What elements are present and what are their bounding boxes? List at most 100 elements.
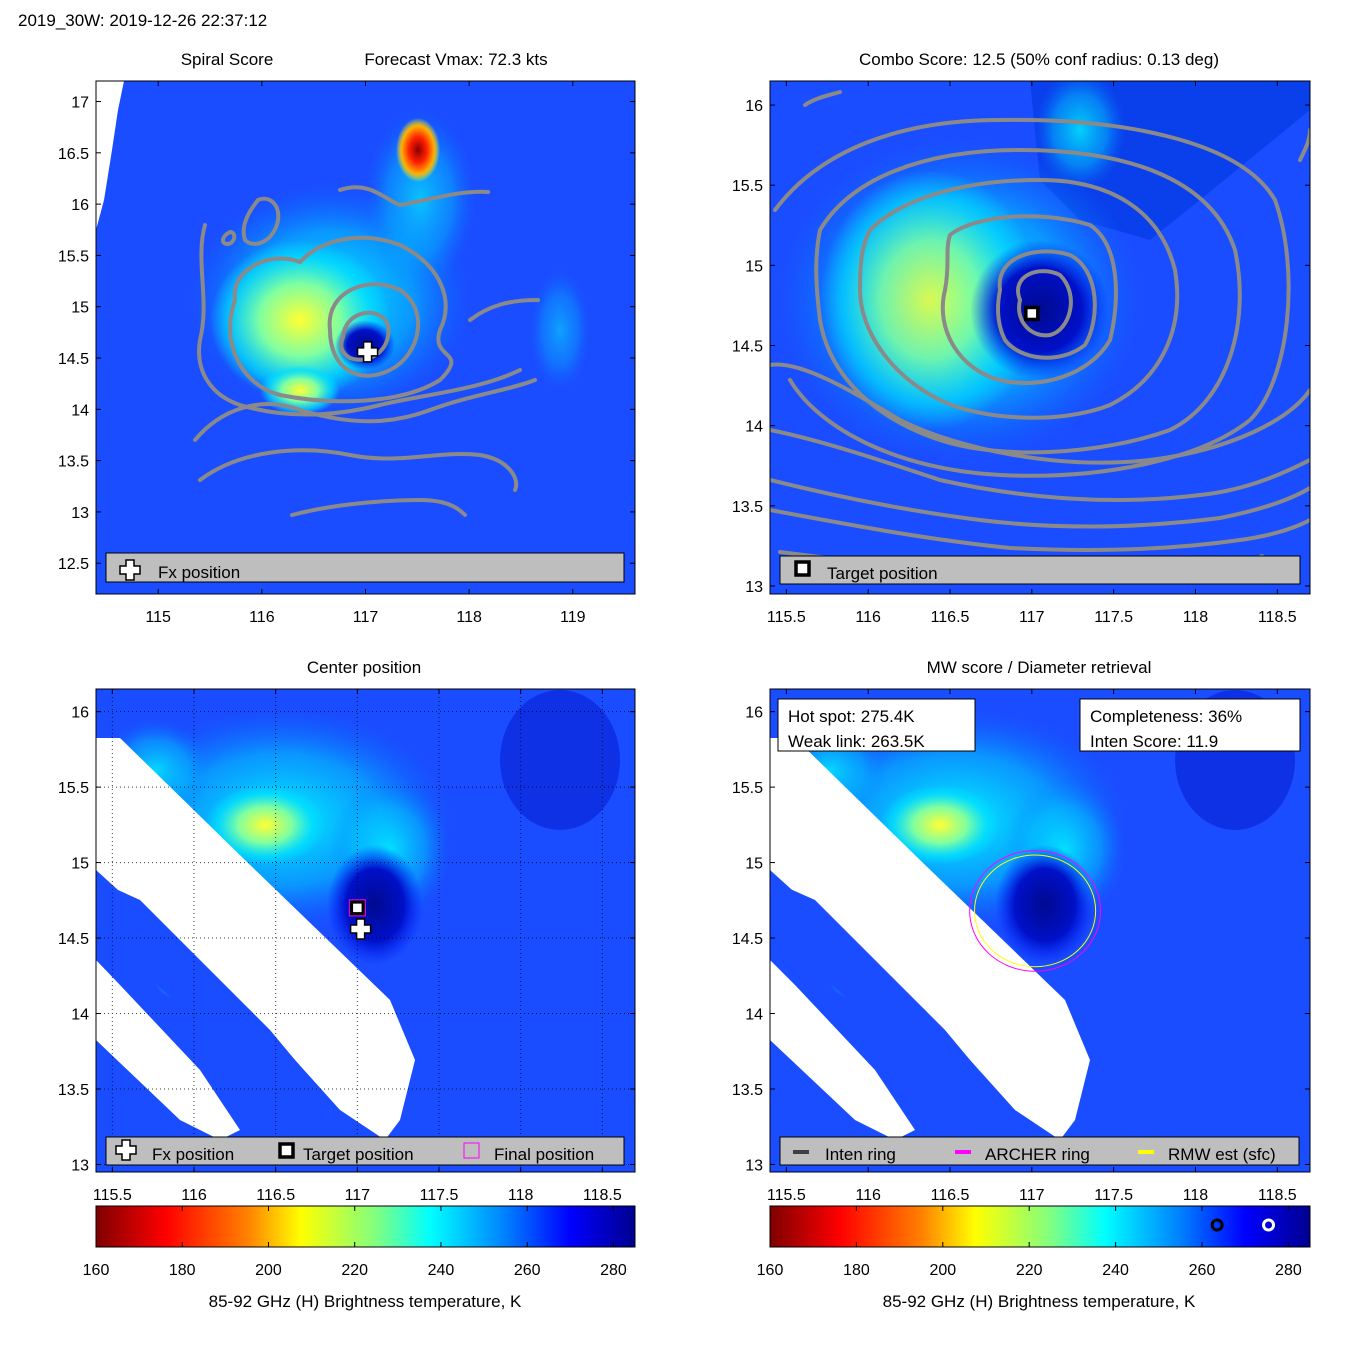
weak-link-text: Weak link: 263.5K (788, 732, 925, 751)
center-legend-fx: Fx position (152, 1145, 234, 1164)
x-tick-label: 116 (249, 609, 275, 626)
y-tick-label: 14 (71, 1007, 89, 1024)
mw-axes: 115.5 116 116.5 117 117.5 118 118.5 13 13.5 14 14.… (732, 689, 1310, 1204)
colorbar-tick-label: 220 (341, 1262, 368, 1279)
colorbar-left: 160 180 200 220 240 260 280 85-92 GHz (H) Brig… (83, 1205, 636, 1311)
inten-score-text: Inten Score: 11.9 (1090, 732, 1218, 751)
hot-spot-marker (1262, 1218, 1276, 1232)
x-tick-label: 118 (508, 1187, 534, 1204)
y-tick-label: 15 (745, 258, 763, 275)
x-tick-label: 116 (181, 1187, 207, 1204)
spiral-axes: 115 116 117 118 119 12.5 13 13.5 14 14.5 15 15.5 16 1… (58, 81, 635, 626)
y-tick-label: 13 (745, 579, 763, 596)
colorbar-right-markers (1210, 1218, 1276, 1232)
colorbar-tick-label: 240 (428, 1262, 455, 1279)
colorbar-tick-label: 220 (1016, 1262, 1043, 1279)
spiral-vmax-title: Forecast Vmax: 72.3 kts (364, 50, 547, 69)
x-tick-label: 118.5 (1258, 609, 1297, 626)
combo-score-panel: Combo Score: 12.5 (50% conf radius: 0.13… (732, 50, 1311, 626)
y-tick-label: 15.5 (58, 780, 89, 797)
x-tick-label: 116 (855, 609, 881, 626)
x-tick-label: 115 (145, 609, 171, 626)
x-tick-label: 118 (456, 609, 482, 626)
x-tick-label: 115.5 (767, 609, 806, 626)
mw-score-panel: MW score / Diameter retrieval Inten ring… (732, 658, 1311, 1204)
colorbar-tick-label: 160 (757, 1262, 784, 1279)
combo-title: Combo Score: 12.5 (50% conf radius: 0.13… (859, 50, 1219, 69)
colorbar-right: 160 180 200 220 240 260 280 85-92 GHz (H) Brig… (757, 1205, 1311, 1311)
target-position-marker (1024, 305, 1040, 322)
mw-legend-archer: ARCHER ring (985, 1145, 1090, 1164)
x-tick-label: 118 (1183, 609, 1209, 626)
center-markers (348, 899, 372, 940)
spiral-markers (356, 341, 379, 363)
combo-markers (1024, 305, 1040, 322)
colorbar-tick-label: 260 (514, 1262, 541, 1279)
x-tick-label: 117 (345, 1187, 371, 1204)
rmw-legend-icon (1138, 1150, 1154, 1154)
colorbar-right-label: 85-92 GHz (H) Brightness temperature, K (883, 1292, 1196, 1311)
center-title: Center position (307, 658, 421, 677)
y-tick-label: 14.5 (732, 931, 763, 948)
x-tick-label: 117 (353, 609, 379, 626)
combo-axes: 115.5 116 116.5 117 117.5 118 118.5 13 13.5 14 14.… (732, 81, 1310, 626)
y-tick-label: 13.5 (732, 499, 763, 516)
colorbar-left-ticks: 160 180 200 220 240 260 280 (83, 1206, 627, 1279)
x-tick-label: 117 (1019, 609, 1045, 626)
fx-position-marker (356, 341, 379, 363)
retrieval-rings (969, 850, 1102, 972)
x-tick-label: 118 (1183, 1187, 1209, 1204)
colorbar-tick-label: 180 (843, 1262, 870, 1279)
x-tick-label: 117.5 (420, 1187, 459, 1204)
y-tick-label: 15 (745, 856, 763, 873)
y-tick-label: 15 (71, 856, 89, 873)
weak-link-marker (1210, 1218, 1224, 1232)
colorbar-right-ticks: 160 180 200 220 240 260 280 (757, 1206, 1302, 1279)
hot-spot-text: Hot spot: 275.4K (788, 707, 915, 726)
center-legend-target: Target position (303, 1145, 414, 1164)
mw-map: Inten ring ARCHER ring RMW est (sfc) (770, 689, 1310, 1172)
final-position-legend-icon (463, 1142, 480, 1159)
y-tick-label: 16 (71, 705, 89, 722)
spiral-title: Spiral Score (181, 50, 274, 69)
x-tick-label: 119 (560, 609, 586, 626)
target-position-marker (349, 900, 366, 916)
final-position-marker (348, 899, 366, 917)
y-tick-label: 13.5 (58, 454, 89, 471)
colorbar-tick-label: 280 (600, 1262, 627, 1279)
y-tick-label: 16 (745, 705, 763, 722)
y-tick-label: 14.5 (58, 351, 89, 368)
mw-title: MW score / Diameter retrieval (927, 658, 1152, 677)
colorbar-tick-label: 200 (929, 1262, 956, 1279)
x-tick-label: 115.5 (767, 1187, 806, 1204)
figure-header: 2019_30W: 2019-12-26 22:37:12 (18, 11, 267, 30)
y-tick-label: 14 (71, 402, 89, 419)
center-axes: 115.5 116 116.5 117 117.5 118 118.5 13 13.5 14 14.… (58, 689, 635, 1204)
colorbar-left-label: 85-92 GHz (H) Brightness temperature, K (209, 1292, 522, 1311)
x-tick-label: 116 (855, 1187, 881, 1204)
y-tick-label: 12.5 (58, 556, 89, 573)
target-position-legend-icon (794, 560, 811, 577)
x-tick-label: 116.5 (931, 609, 970, 626)
y-tick-label: 13 (71, 505, 89, 522)
target-position-legend-icon (278, 1142, 295, 1159)
fx-position-marker (349, 918, 372, 940)
spiral-map: Fx position (96, 81, 635, 594)
fx-position-legend-icon (119, 559, 141, 581)
y-tick-label: 13 (71, 1157, 89, 1174)
x-tick-label: 115.5 (93, 1187, 132, 1204)
x-tick-label: 116.5 (931, 1187, 970, 1204)
y-tick-label: 14 (745, 1007, 763, 1024)
rmw-ring (974, 854, 1097, 968)
y-tick-label: 15.5 (58, 248, 89, 265)
spiral-score-panel: Spiral Score Forecast Vmax: 72.3 kts (58, 50, 636, 626)
x-tick-label: 118.5 (583, 1187, 622, 1204)
archer-ring (969, 850, 1102, 972)
inten-ring-legend-icon (793, 1150, 809, 1154)
colorbar-tick-label: 200 (255, 1262, 282, 1279)
center-position-panel: Center position Fx position Target posit… (58, 658, 636, 1204)
x-tick-label: 118.5 (1258, 1187, 1297, 1204)
center-legend-final: Final position (494, 1145, 594, 1164)
combo-legend-target: Target position (827, 564, 938, 583)
y-tick-label: 16 (745, 98, 763, 115)
